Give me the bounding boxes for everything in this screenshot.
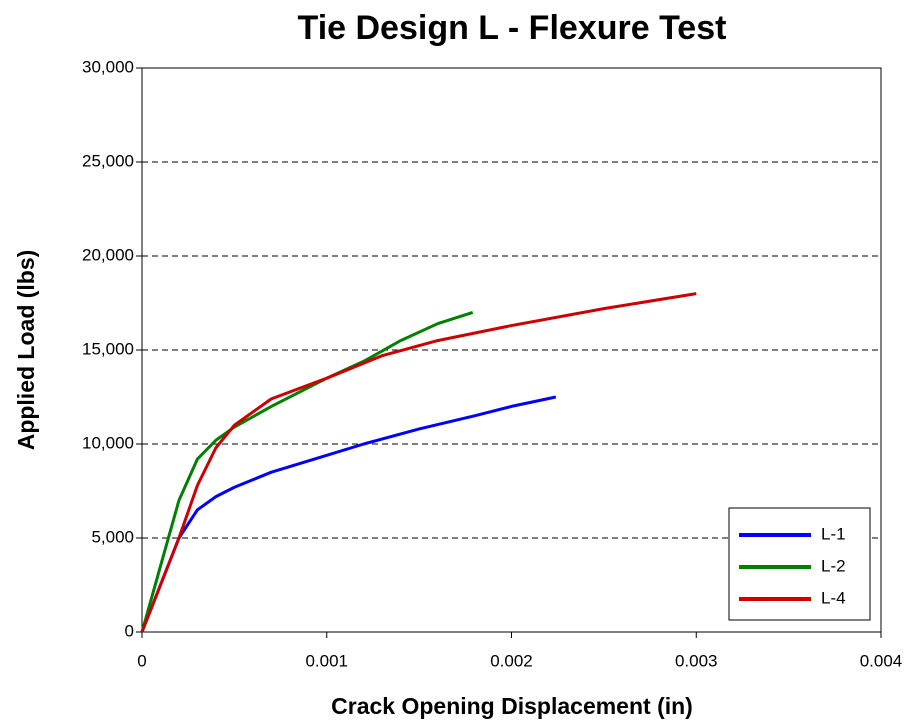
x-tick-label: 0.004 (860, 651, 903, 670)
legend-label: L-1 (821, 524, 846, 543)
x-axis-label: Crack Opening Displacement (in) (331, 693, 693, 719)
x-tick-label: 0.001 (305, 651, 348, 670)
legend-label: L-2 (821, 556, 846, 575)
series-line (140, 292, 697, 633)
y-tick-label: 20,000 (82, 245, 134, 264)
series-line (140, 310, 474, 633)
y-tick-label: 30,000 (82, 57, 134, 76)
y-tick-label: 5,000 (91, 527, 134, 546)
legend-label: L-4 (821, 588, 846, 607)
plot-frame (141, 67, 882, 633)
series-line (140, 395, 557, 633)
y-tick-label: 25,000 (82, 151, 134, 170)
x-tick-label: 0 (137, 651, 146, 670)
y-axis-label: Applied Load (lbs) (13, 250, 39, 451)
y-tick-label: 10,000 (82, 433, 134, 452)
x-tick-label: 0.002 (490, 651, 533, 670)
y-tick-label: 15,000 (82, 339, 134, 358)
x-tick-label: 0.003 (675, 651, 718, 670)
chart-title: Tie Design L - Flexure Test (298, 9, 727, 47)
y-tick-label: 0 (125, 621, 134, 640)
legend-box (728, 507, 871, 621)
